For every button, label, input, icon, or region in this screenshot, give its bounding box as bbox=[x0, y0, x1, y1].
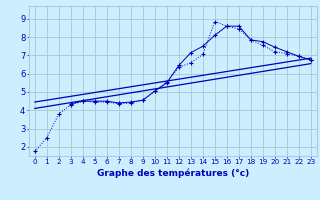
X-axis label: Graphe des températures (°c): Graphe des températures (°c) bbox=[97, 168, 249, 178]
